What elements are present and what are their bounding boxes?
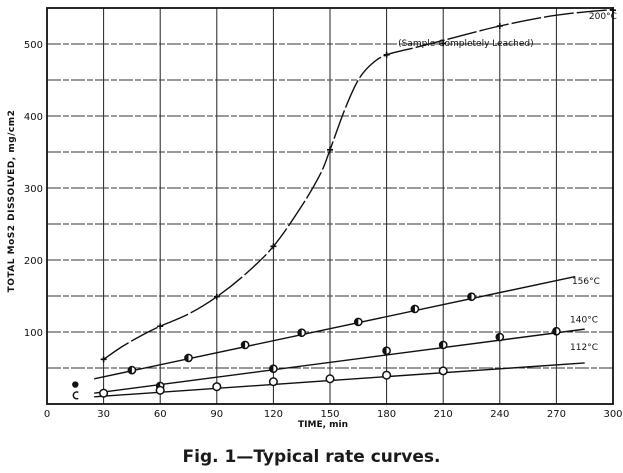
series-156c [94,275,576,380]
plus-marker [610,7,616,14]
circle-marker [212,382,222,392]
plus-marker [496,23,503,29]
x-tick-label: 90 [210,409,223,420]
x-tick-label: 300 [603,409,622,420]
y-axis-label: TOTAL MoS2 DISSOLVED, mg/cm2 [7,109,17,293]
circle-marker-fill [184,354,189,362]
plus-marker [440,40,447,47]
x-tick-label: 30 [97,409,110,420]
x-tick-label: 0 [44,409,50,420]
open-c-marker [72,391,79,400]
series-140c [94,326,585,394]
data-series [94,7,616,398]
y-tick-label: 500 [24,40,43,51]
plus-marker [157,323,164,330]
series-line [94,328,585,394]
plus-marker [213,293,220,300]
circle-marker-fill [241,341,246,349]
circle-marker-fill [128,366,132,374]
plus-marker [383,51,390,58]
series-line [103,8,614,360]
circle-marker [382,370,392,380]
annotation-label: 200°C [589,12,617,22]
x-tick-label: 180 [377,409,396,420]
x-tick-label: 270 [547,409,566,420]
axis-tick-labels: 0 30 60 90 120 150 180 210 240 270 300 100 200 300 400… [24,40,623,420]
circle-marker-fill [298,329,302,337]
filled-dot-marker [72,381,79,388]
circle-marker-fill [496,333,500,341]
annotation-label: 156°C [572,277,600,287]
plus-marker [100,356,107,363]
chart-annotations: (Sample Completely Leached) 200°C 156°C 140… [72,12,617,400]
x-tick-label: 60 [154,409,167,420]
annotation-label: (Sample Completely Leached) [398,39,534,49]
x-tick-label: 240 [490,409,509,420]
y-tick-label: 300 [24,184,43,195]
x-tick-label: 150 [320,409,339,420]
x-axis-label: TIME, min [298,420,349,430]
figure-caption: Fig. 1—Typical rate curves. [182,447,441,467]
circle-marker-fill [411,305,415,313]
x-tick-label: 120 [264,409,283,420]
circle-marker [268,377,278,387]
series-line [94,275,576,380]
circle-marker [438,366,448,376]
circle-marker-fill [354,318,359,326]
circle-marker-fill [382,347,387,355]
series-112c [94,362,585,398]
y-tick-label: 100 [24,328,43,339]
circle-marker [325,374,335,384]
plot-frame [46,7,614,405]
plus-marker [270,243,277,250]
circle-marker-fill [439,341,444,349]
circle-marker-fill [467,293,472,301]
circle-marker [155,385,165,395]
x-tick-label: 210 [434,409,453,420]
circle-marker-fill [269,365,274,373]
circle-marker-fill [552,327,557,335]
y-tick-label: 200 [24,256,43,267]
series-line [94,362,585,398]
grid-lines [47,8,613,404]
annotation-label: 140°C [570,316,598,326]
series-200c [100,7,616,363]
circle-marker [99,388,109,398]
annotation-label: 112°C [570,343,598,353]
y-tick-label: 400 [24,112,43,123]
plus-marker [327,146,333,153]
